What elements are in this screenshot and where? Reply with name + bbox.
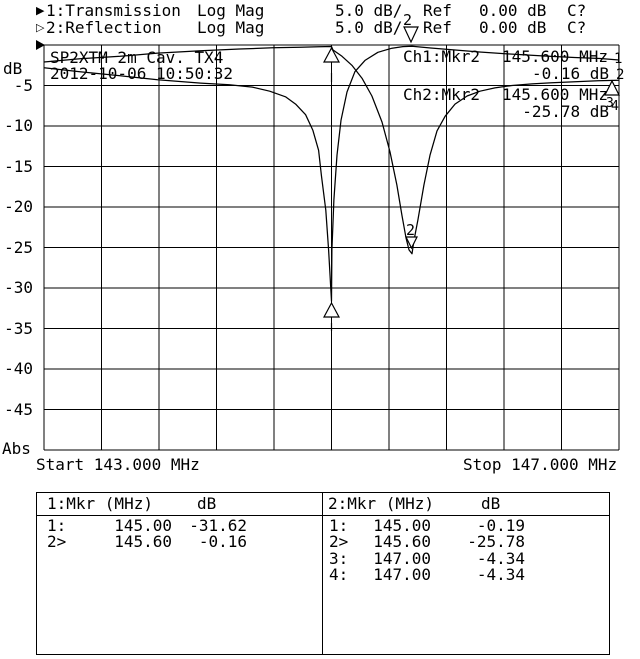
reference-level-arrow-icon	[36, 40, 45, 50]
y-tick-label: -45	[4, 399, 33, 419]
ch2-marker-readout-freq: 145.600 MHz	[502, 85, 608, 104]
marker-1-transmission-notch[interactable]	[322, 301, 341, 331]
marker-number: 2>	[329, 532, 349, 552]
table-divider	[322, 493, 323, 654]
trace-title: SP2XTM 2m Cav. TX4	[50, 48, 224, 67]
channel2-format: Log Mag	[197, 18, 265, 37]
channel1-label: 1:Transmission	[46, 1, 181, 20]
markers-3-4-overlapped[interactable]: 3 4	[606, 96, 619, 114]
marker-number: 3:	[329, 548, 349, 568]
marker-1-reflection-top[interactable]	[322, 46, 341, 82]
svg-text:1: 1	[614, 51, 622, 67]
y-tick-label: -40	[4, 359, 33, 378]
trace1-end-indicator[interactable]: 1	[614, 51, 622, 67]
graph-area: 2 2 1 2 3 4	[36, 11, 624, 451]
svg-text:3: 3	[606, 96, 614, 111]
table-value-header: dB	[197, 494, 217, 513]
table-title: 1:Mkr (MHz)	[47, 494, 153, 513]
channel1-active-icon: ▶	[36, 4, 45, 17]
channel1-ref-value: 0.00 dB	[479, 1, 547, 20]
marker-number: 1:	[47, 516, 67, 535]
y-tick-label: -25	[4, 237, 33, 257]
marker-number: 4:	[329, 564, 349, 584]
y-tick-label: -5	[13, 75, 33, 95]
channel2-scale: 5.0 dB/	[335, 18, 403, 37]
y-axis-unit-label: dB	[3, 59, 23, 78]
trace2-end-indicator[interactable]: 2	[604, 67, 624, 96]
marker-number: 2>	[47, 532, 67, 552]
marker-db-value: -4.34	[476, 548, 525, 568]
marker-frequency: 145.60	[373, 532, 431, 552]
y-axis-bottom-label: Abs	[2, 439, 31, 458]
table-header-rule	[37, 515, 609, 516]
marker-2-label: 2	[403, 11, 412, 29]
ch1-marker-readout-freq: 145.600 MHz	[502, 47, 608, 66]
channel2-ref-value: 0.00 dB	[479, 18, 547, 37]
marker-frequency: 147.00	[373, 564, 431, 584]
channel1-format: Log Mag	[197, 1, 265, 20]
table-title: 2:Mkr (MHz)	[328, 494, 434, 513]
marker-db-value: -0.16	[198, 532, 247, 552]
marker-2-dip-label: 2	[406, 221, 415, 239]
marker-frequency: 145.00	[373, 516, 431, 535]
trace-reflection[interactable]	[43, 45, 620, 255]
channel2-ref-label: Ref	[423, 18, 452, 37]
ch1-marker-readout-value: -0.16 dB	[531, 64, 609, 83]
table-value-header: dB	[481, 494, 501, 513]
marker-frequency: 147.00	[373, 548, 431, 568]
channel2-cal-status: C?	[567, 18, 587, 37]
marker-number: 1:	[329, 516, 349, 535]
channel1-cal-status: C?	[567, 1, 587, 20]
svg-text:2: 2	[616, 67, 624, 83]
grid-lines	[43, 44, 620, 451]
marker-tables: 1:Mkr (MHz) dB 1: 145.00 -31.62 2> 145.60 -0.16…	[36, 492, 610, 655]
ch1-marker-readout-label: Ch1:Mkr2	[403, 47, 481, 66]
marker-db-value: -31.62	[189, 516, 247, 535]
svg-text:4: 4	[611, 99, 619, 114]
y-tick-label: -20	[4, 197, 33, 216]
channel1-scale: 5.0 dB/	[335, 1, 403, 20]
y-tick-label: -15	[4, 156, 33, 176]
marker-db-value: -0.19	[476, 516, 525, 535]
sweep-timestamp: 2012-10-06 10:50:32	[50, 64, 234, 83]
channel2-label: 2:Reflection	[46, 18, 162, 37]
y-tick-label: -30	[4, 278, 33, 297]
marker-db-value: -25.78	[467, 532, 525, 552]
channel1-ref-label: Ref	[423, 1, 452, 20]
marker-frequency: 145.00	[114, 516, 172, 535]
stop-frequency-label: Stop 147.000 MHz	[463, 455, 618, 474]
start-frequency-label: Start 143.000 MHz	[36, 455, 200, 474]
marker-2-reflection-dip[interactable]: 2	[405, 221, 418, 250]
ch2-marker-readout-value: -25.78 dB	[522, 102, 609, 121]
trace-transmission[interactable]	[43, 45, 620, 302]
marker-2-transmission-top[interactable]: 2	[403, 11, 419, 44]
ch2-marker-readout-label: Ch2:Mkr2	[403, 85, 481, 104]
y-tick-label: -35	[4, 318, 33, 338]
marker-db-value: -4.34	[476, 564, 525, 584]
channel2-inactive-icon: ▷	[36, 21, 45, 34]
marker-frequency: 145.60	[114, 532, 172, 552]
y-tick-label: -10	[4, 116, 33, 135]
